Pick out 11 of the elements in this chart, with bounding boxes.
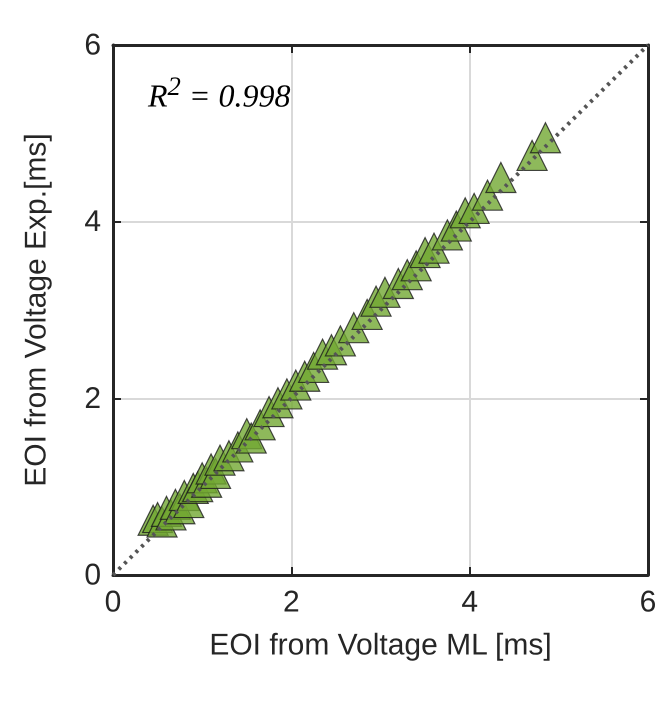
x-axis-title: EOI from Voltage ML [ms] xyxy=(209,628,552,662)
annotation: R$^{2}$ = 0.998 xyxy=(148,70,290,116)
y-tick-label: 4 xyxy=(84,205,101,238)
y-tick-label: 0 xyxy=(84,558,101,592)
x-tick-label: 6 xyxy=(640,586,656,618)
x-tick-label: 4 xyxy=(461,586,478,618)
x-tick-label: 2 xyxy=(282,586,300,618)
y-tick-label: 6 xyxy=(84,28,101,62)
x-tick-label: 0 xyxy=(104,586,122,618)
y-axis-title: EOI from Voltage Exp.[ms] xyxy=(20,133,52,487)
y-tick-label: 2 xyxy=(84,382,101,415)
